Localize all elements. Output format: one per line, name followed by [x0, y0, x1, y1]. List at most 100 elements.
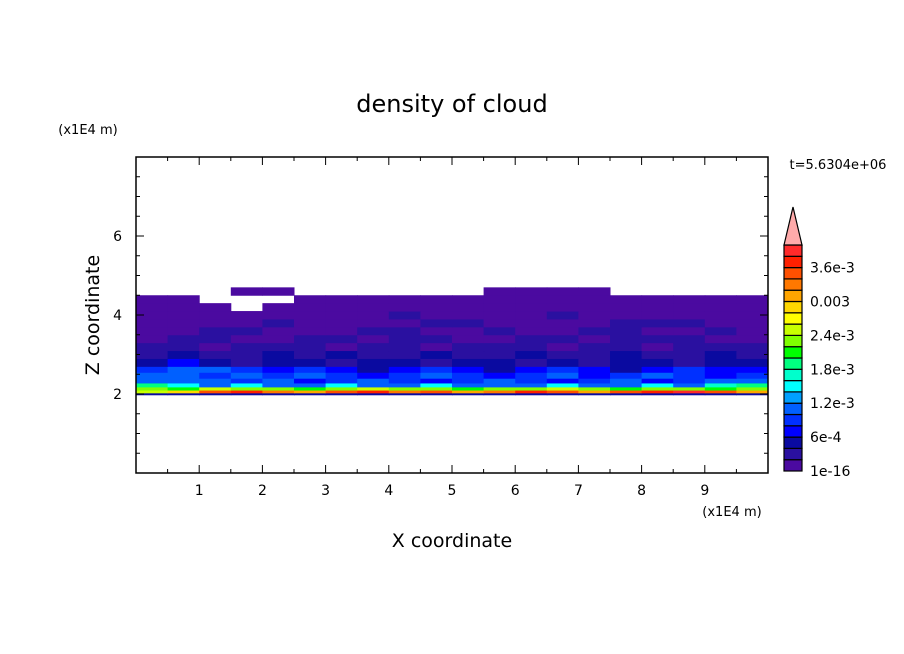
heatmap-cell: [483, 372, 516, 379]
heatmap-cell: [736, 390, 769, 394]
heatmap-cell: [325, 366, 358, 373]
heatmap-cell: [388, 303, 421, 312]
heatmap-cell: [578, 390, 611, 394]
colorbar-label: 1.2e-3: [810, 396, 855, 412]
heatmap-cell: [262, 366, 295, 373]
heatmap-cell: [610, 318, 643, 328]
heatmap-cell: [420, 326, 453, 336]
heatmap-cell: [610, 386, 643, 391]
heatmap-cell: [546, 378, 579, 384]
heatmap-cell: [262, 382, 295, 388]
colorbar-swatch: [783, 357, 803, 370]
heatmap-cell: [704, 326, 737, 336]
heatmap-cell: [357, 311, 390, 320]
heatmap-cell: [641, 326, 674, 336]
heatmap-cell: [641, 378, 674, 384]
heatmap-cell: [262, 318, 295, 328]
heatmap-cell: [199, 366, 232, 373]
heatmap-cell: [420, 303, 453, 312]
heatmap-cell: [136, 378, 169, 384]
heatmap-cell: [230, 378, 263, 384]
heatmap-cell: [641, 386, 674, 391]
heatmap-cell: [262, 342, 295, 352]
heatmap-cell: [136, 318, 169, 328]
heatmap-cell: [199, 382, 232, 388]
heatmap-cell: [294, 334, 327, 344]
x-tick-label: 5: [448, 483, 457, 499]
heatmap-cell: [167, 390, 200, 394]
heatmap-cell: [736, 326, 769, 336]
heatmap-cell: [199, 342, 232, 352]
heatmap-cell: [294, 326, 327, 336]
heatmap-cell: [515, 392, 548, 396]
heatmap-cell: [483, 390, 516, 394]
heatmap-cell: [167, 372, 200, 379]
heatmap-cell: [736, 334, 769, 344]
heatmap-cell: [230, 390, 263, 394]
heatmap-cell: [546, 326, 579, 336]
heatmap-cell: [515, 303, 548, 312]
heatmap-cell: [388, 295, 421, 304]
heatmap-cell: [546, 334, 579, 344]
heatmap-cell: [641, 390, 674, 394]
heatmap-cell: [199, 392, 232, 396]
heatmap-cell: [262, 350, 295, 359]
heatmap-cell: [420, 372, 453, 379]
heatmap-cell: [230, 350, 263, 359]
heatmap-cell: [167, 342, 200, 352]
heatmap-cell: [641, 358, 674, 367]
heatmap-cell: [704, 350, 737, 359]
heatmap-cell: [452, 334, 485, 344]
heatmap-cell: [736, 386, 769, 391]
heatmap-cell: [199, 326, 232, 336]
heatmap-cell: [610, 342, 643, 352]
heatmap-cell: [136, 350, 169, 359]
heatmap-cell: [325, 342, 358, 352]
colorbar-swatch: [783, 391, 803, 404]
heatmap-cell: [452, 358, 485, 367]
heatmap-cell: [546, 372, 579, 379]
heatmap-cell: [136, 311, 169, 320]
heatmap-cell: [578, 366, 611, 373]
colorbar-label: 1.8e-3: [810, 362, 855, 378]
heatmap-cell: [262, 303, 295, 312]
colorbar-swatch: [783, 300, 803, 314]
heatmap-cell: [136, 334, 169, 344]
heatmap-cell: [704, 358, 737, 367]
heatmap-cell: [199, 303, 232, 312]
heatmap-cell: [736, 342, 769, 352]
heatmap-cell: [262, 326, 295, 336]
heatmap-cell: [325, 392, 358, 396]
heatmap-cell: [483, 366, 516, 373]
heatmap-cell: [199, 378, 232, 384]
heatmap-cell: [483, 378, 516, 384]
heatmap-cell: [641, 318, 674, 328]
heatmap-cell: [610, 390, 643, 394]
heatmap-cell: [610, 382, 643, 388]
heatmap-cell: [673, 334, 706, 344]
heatmap-cell: [704, 392, 737, 396]
heatmap-cell: [641, 303, 674, 312]
x-axis-label: X coordinate: [392, 530, 512, 552]
heatmap-cell: [357, 382, 390, 388]
x-tick-label: 2: [258, 483, 267, 499]
heatmap-cell: [420, 382, 453, 388]
heatmap-cell: [610, 334, 643, 344]
heatmap-cell: [230, 372, 263, 379]
heatmap-cell: [673, 303, 706, 312]
heatmap-cell: [610, 392, 643, 396]
heatmap-cell: [136, 366, 169, 373]
heatmap-cell: [736, 382, 769, 388]
heatmap-cell: [420, 342, 453, 352]
heatmap-cell: [578, 392, 611, 396]
heatmap-cell: [452, 386, 485, 391]
heatmap-cell: [641, 311, 674, 320]
heatmap-cell: [294, 358, 327, 367]
heatmap-cell: [610, 366, 643, 373]
heatmap-cell: [230, 326, 263, 336]
heatmap-cell: [357, 378, 390, 384]
heatmap-cell: [230, 366, 263, 373]
heatmap-cell: [483, 318, 516, 328]
x-tick-label: 6: [511, 483, 520, 499]
